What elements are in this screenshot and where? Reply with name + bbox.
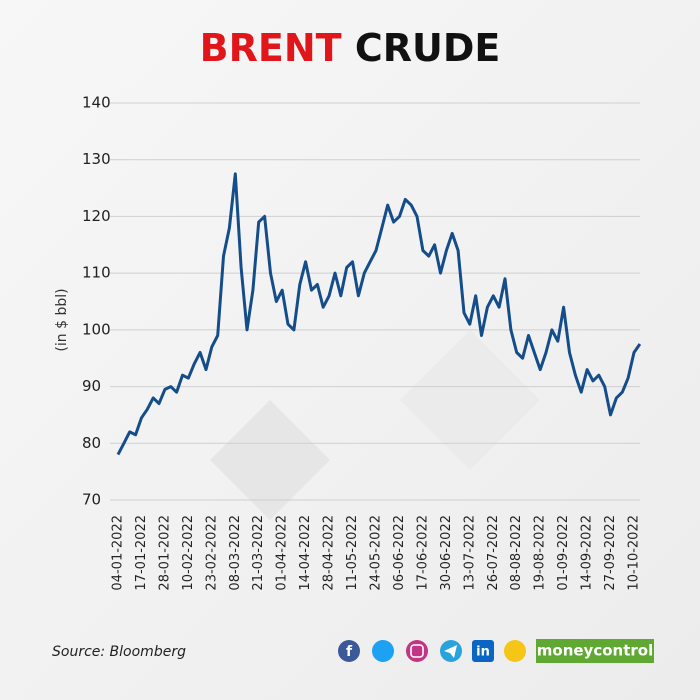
facebook-glyph: f — [346, 644, 353, 660]
twitter-icon — [372, 640, 394, 662]
y-tick-label: 90 — [82, 377, 101, 395]
instagram-glyph — [410, 644, 424, 658]
y-axis-label: (in $ bbl) — [54, 288, 70, 351]
brand-logo — [536, 639, 654, 663]
source: Source: Bloomberg — [52, 644, 186, 660]
decor — [210, 400, 330, 520]
x-tick-label: 14-04-2022 — [298, 515, 313, 591]
y-tick-label: 80 — [82, 434, 101, 452]
facebook-icon — [338, 640, 360, 662]
x-tick-label: 13-07-2022 — [462, 515, 477, 591]
x-tick-label: 06-06-2022 — [392, 515, 407, 591]
x-tick-label: 24-05-2022 — [369, 515, 384, 591]
brand-name: moneycontrol — [537, 642, 653, 660]
y-tick-label: 100 — [82, 320, 111, 338]
y-tick-label: 70 — [82, 491, 101, 509]
x-tick-label: 14-09-2022 — [580, 515, 595, 591]
x-tick-label: 11-05-2022 — [345, 515, 360, 591]
x-tick-label: 27-09-2022 — [603, 515, 618, 591]
linkedin-glyph: in — [476, 645, 490, 660]
x-tick-label: 08-03-2022 — [228, 515, 243, 591]
x-tick-label: 28-04-2022 — [322, 515, 337, 591]
title-highlight: BRENT — [200, 26, 342, 70]
y-tick-label: 140 — [82, 94, 111, 112]
title-rest: CRUDE — [355, 26, 501, 70]
x-tick-label: 23-02-2022 — [204, 515, 219, 591]
x-tick-label: 26-07-2022 — [486, 515, 501, 591]
x-tick-label: 21-03-2022 — [251, 515, 266, 591]
x-tick-label: 01-04-2022 — [275, 515, 290, 591]
x-tick-label: 04-01-2022 — [111, 515, 126, 591]
social-icons: f in moneycontrol — [338, 639, 654, 663]
y-tick-label: 110 — [82, 264, 111, 282]
x-tick-label: 08-08-2022 — [509, 515, 524, 591]
telegram-glyph — [444, 645, 457, 658]
x-tick-label: 17-01-2022 — [134, 515, 149, 591]
koo-icon — [504, 640, 526, 662]
x-tick-label: 30-06-2022 — [439, 515, 454, 591]
y-tick-label: 130 — [82, 150, 111, 168]
x-tick-label: 01-09-2022 — [556, 515, 571, 591]
linkedin-icon — [472, 640, 494, 662]
x-tick-label: 28-01-2022 — [157, 515, 172, 591]
x-tick-label: 17-06-2022 — [415, 515, 430, 591]
decor — [400, 330, 540, 470]
x-tick-label: 10-02-2022 — [181, 515, 196, 591]
chart-title: BRENT CRUDE — [200, 26, 501, 70]
price-line — [116, 172, 642, 456]
instagram-icon — [406, 640, 428, 662]
x-tick-label: 10-10-2022 — [627, 515, 642, 591]
y-tick-label: 120 — [82, 207, 111, 225]
x-tick-label: 19-08-2022 — [533, 515, 548, 591]
